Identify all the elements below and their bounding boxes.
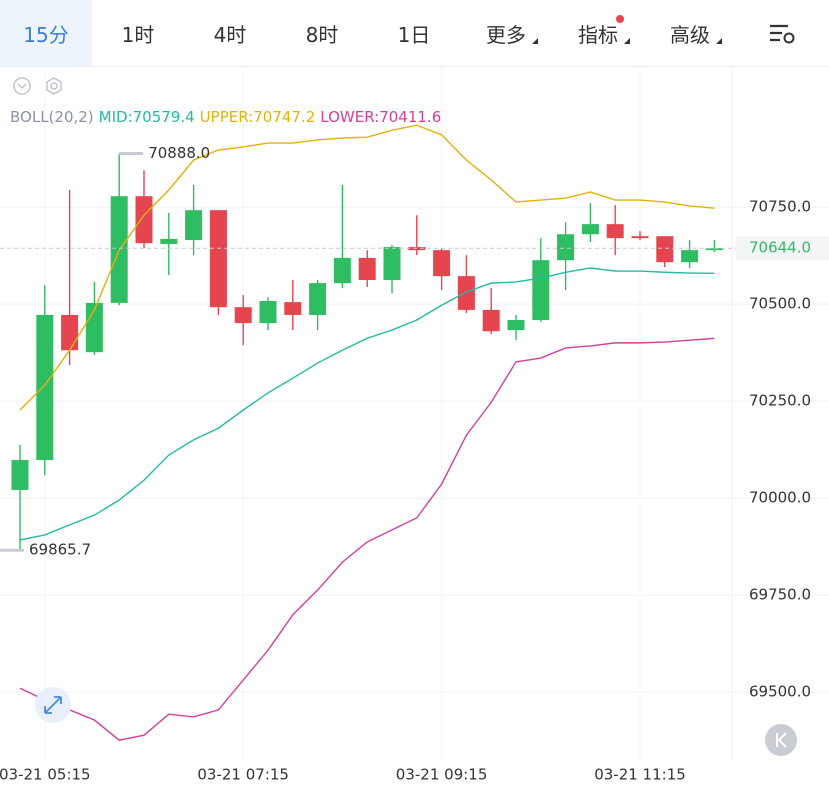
chart-settings[interactable]	[736, 0, 828, 66]
candle-body	[681, 250, 699, 263]
tab-label: 8时	[305, 22, 339, 47]
tab-label: 指标	[578, 22, 618, 47]
reset-icon	[776, 732, 787, 748]
tab[interactable]: 8时	[276, 0, 368, 66]
candle-body	[557, 234, 575, 261]
candle-body	[631, 236, 649, 239]
legend-value: 70411.6	[379, 108, 441, 126]
y-tick-label: 70750.0	[749, 198, 811, 216]
tab-label: 4时	[213, 22, 247, 47]
legend-label: LOWER:	[320, 108, 379, 126]
expand-icon	[44, 696, 62, 714]
low-marker-label: 69865.7	[29, 541, 91, 559]
candle-body	[11, 460, 29, 490]
dropdown-arrow	[624, 38, 630, 44]
indicator-line	[19, 337, 715, 741]
legend-label: MID:	[99, 108, 133, 126]
tab-label: 1日	[397, 22, 431, 47]
x-tick-label: 03-21 11:15	[594, 766, 686, 784]
x-tick-label: 03-21 09:15	[396, 766, 488, 784]
high-marker-label: 70888.0	[148, 144, 210, 162]
indicator-legend: BOLL(20,2) MID:70579.4 UPPER:70747.2 LOWER:…	[10, 108, 441, 126]
tab-label: 高级	[670, 22, 710, 47]
y-tick-label: 70250.0	[749, 392, 811, 410]
tab-bar: 15分 1时 4时 8时 1日 更多 指标 高级	[0, 0, 829, 67]
y-tick-label: 70000.0	[749, 489, 811, 507]
candle-body	[309, 283, 327, 315]
tab[interactable]: 15分	[0, 0, 92, 66]
candle-body	[284, 302, 302, 315]
tab[interactable]: 更多	[460, 0, 552, 66]
candle-body	[333, 257, 351, 284]
candle-body	[705, 248, 723, 251]
settings-icon	[770, 24, 795, 44]
tab[interactable]: 指标	[552, 0, 644, 66]
reset-button[interactable]	[765, 724, 797, 756]
x-tick-label: 03-21 05:15	[0, 766, 91, 784]
candle-body	[383, 247, 401, 281]
x-tick-label: 03-21 07:15	[197, 766, 289, 784]
legend-label: UPPER:	[200, 108, 254, 126]
collapse-icon[interactable]	[13, 77, 31, 95]
indicator-name: BOLL(20,2)	[10, 108, 94, 126]
indicator-line	[19, 124, 715, 411]
last-price-box	[736, 236, 829, 261]
indicator-line	[19, 267, 715, 541]
tab-label: 更多	[486, 22, 526, 47]
candle-body	[135, 196, 153, 244]
candle-body	[209, 210, 227, 308]
tab[interactable]: 高级	[644, 0, 736, 66]
candle-body	[358, 257, 376, 281]
candle-body	[185, 210, 203, 241]
candle-body	[482, 309, 500, 332]
dropdown-arrow	[716, 38, 722, 44]
candle-body	[581, 224, 599, 235]
candle-body	[532, 260, 550, 320]
settings-icon-core	[50, 82, 58, 90]
candle-body	[259, 300, 277, 324]
candle-body	[234, 307, 252, 324]
candle-body	[507, 319, 525, 331]
y-tick-label: 69750.0	[749, 586, 811, 604]
tab-label: 1时	[121, 22, 155, 47]
last-price-label: 70644.0	[749, 239, 811, 257]
candle-body	[36, 314, 54, 461]
y-tick-label: 70500.0	[749, 295, 811, 313]
badge-dot	[616, 15, 624, 23]
plot: 69500.0 69750.0 70000.0 70250.0 70500.0 70750…	[0, 67, 829, 784]
candle-body	[606, 224, 624, 239]
candle-body	[61, 314, 79, 351]
candle-body	[160, 238, 178, 244]
legend-value: 70579.4	[133, 108, 195, 126]
settings-icon[interactable]	[46, 77, 62, 95]
candle-body	[85, 302, 103, 353]
tab[interactable]: 4时	[184, 0, 276, 66]
legend-value: 70747.2	[253, 108, 315, 126]
candle-body	[457, 276, 475, 310]
candle-body	[656, 236, 674, 263]
tab[interactable]: 1时	[92, 0, 184, 66]
tab-label: 15分	[23, 22, 69, 47]
candle-body	[433, 250, 451, 277]
y-tick-label: 69500.0	[749, 683, 811, 701]
collapse-arrow	[17, 83, 27, 89]
dropdown-arrow	[532, 38, 538, 44]
tab[interactable]: 1日	[368, 0, 460, 66]
